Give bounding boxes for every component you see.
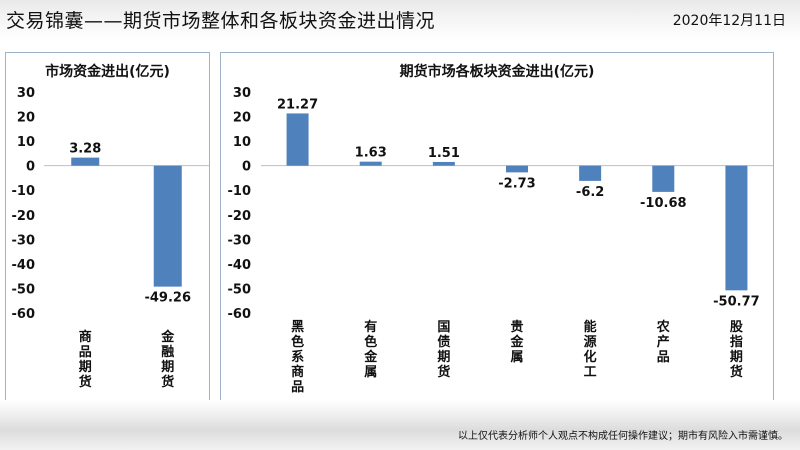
sector-category-label: 能源化工 [584, 319, 597, 380]
market-ytick-label: 0 [26, 160, 35, 175]
sector-category-label: 股指期货 [730, 320, 743, 380]
sector-bar [579, 165, 602, 181]
market-ytick-label: -60 [12, 307, 36, 322]
sector-category-label: 有色金属 [363, 319, 378, 380]
sector-category-label: 贵金属 [509, 319, 524, 365]
sector-ytick-label: 30 [233, 86, 251, 101]
footer-band: 以上仅代表分析师个人观点不构成任何操作建议；期市有风险入市需谨慎。 [0, 400, 800, 450]
sector-flow-chart-panel: 期货市场各板块资金进出(亿元) 30 20 10 0 -10 -20 -30 -40 -50 -6… [220, 52, 774, 404]
sector-data-label: -10.68 [640, 196, 687, 211]
sector-bar [506, 165, 528, 173]
sector-ytick-label: 10 [233, 135, 251, 150]
sector-ytick-label: -60 [228, 307, 252, 322]
sector-bar [725, 165, 748, 291]
sector-data-label: 21.27 [277, 97, 318, 112]
market-ytick-label: -50 [12, 282, 36, 297]
disclaimer-text: 以上仅代表分析师个人观点不构成任何操作建议；期市有风险入市需谨慎。 [458, 431, 788, 442]
sector-data-label: 1.51 [428, 146, 460, 161]
market-ytick-label: -30 [12, 233, 36, 248]
market-ytick-label: -10 [12, 184, 36, 199]
market-ytick-label: 10 [17, 135, 35, 150]
sector-ytick-label: -20 [228, 209, 252, 224]
market-ytick-label: -20 [12, 209, 36, 224]
market-category-label: 金融期货 [160, 329, 175, 390]
market-ytick-label: -40 [12, 258, 36, 273]
page-title: 交易锦囊——期货市场整体和各板块资金进出情况 [6, 10, 436, 32]
report-date: 2020年12月11日 [672, 13, 786, 29]
sector-bar [286, 113, 309, 166]
market-flow-chart-title: 市场资金进出(亿元) [45, 64, 170, 80]
sector-data-label: -50.77 [713, 294, 760, 309]
sector-ytick-label: 0 [242, 160, 251, 175]
sector-data-label: -2.73 [498, 176, 535, 191]
sector-ytick-label: 20 [233, 111, 251, 126]
header-band: 交易锦囊——期货市场整体和各板块资金进出情况 2020年12月11日 [0, 0, 800, 40]
sector-ytick-label: -40 [228, 258, 252, 273]
market-data-label: -49.26 [144, 291, 191, 306]
sector-category-label: 国债期货 [437, 320, 450, 380]
sector-ytick-label: -50 [228, 282, 252, 297]
sector-ytick-label: -30 [228, 233, 252, 248]
market-ytick-label: 30 [17, 86, 35, 101]
sector-bar [652, 165, 675, 192]
sector-ytick-label: -10 [228, 184, 252, 199]
sector-data-label: -6.2 [576, 185, 604, 200]
market-bar [153, 165, 182, 287]
market-flow-chart: 30 20 10 0 -10 -20 -30 -40 -50 -60 3.28 商品期货 -49.26 金… [12, 86, 209, 390]
sector-bar [432, 161, 455, 166]
sector-flow-chart: 30 20 10 0 -10 -20 -30 -40 -50 -60 21.27 黑色系商品 1.63 有… [228, 86, 773, 395]
sector-category-label: 农产品 [656, 319, 670, 365]
market-flow-chart-panel: 市场资金进出(亿元) 30 20 10 0 -10 -20 -30 -40 -50 -60 3.28… [5, 52, 210, 404]
market-bar [71, 157, 100, 166]
sector-data-label: 1.63 [355, 146, 387, 161]
sector-bar [359, 161, 382, 166]
sector-category-label: 黑色系商品 [291, 320, 304, 395]
sector-flow-chart-title: 期货市场各板块资金进出(亿元) [399, 64, 595, 80]
market-data-label: 3.28 [69, 142, 101, 157]
market-ytick-label: 20 [17, 111, 35, 126]
market-category-label: 商品期货 [79, 329, 92, 390]
